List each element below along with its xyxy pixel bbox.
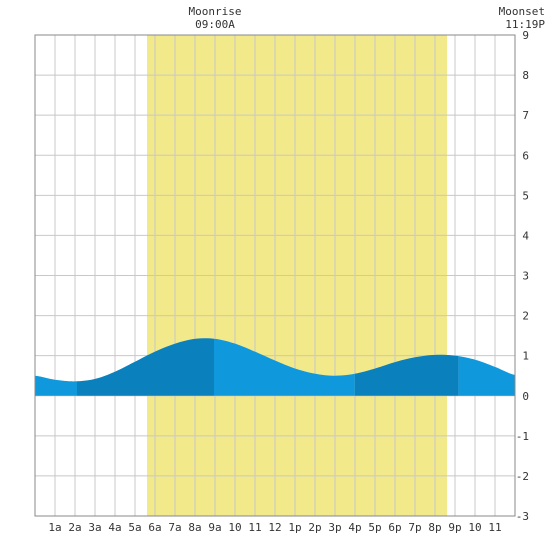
x-tick-label: 8p [428, 521, 441, 534]
y-tick-label: 3 [522, 270, 529, 283]
x-tick-label: 10 [468, 521, 481, 534]
tide-area-light [35, 375, 77, 396]
x-tick-label: 1p [288, 521, 301, 534]
x-tick-label: 12 [268, 521, 281, 534]
x-tick-label: 11 [488, 521, 501, 534]
x-tick-label: 5p [368, 521, 381, 534]
x-tick-label: 5a [128, 521, 141, 534]
x-tick-label: 7a [168, 521, 181, 534]
x-tick-label: 11 [248, 521, 261, 534]
x-tick-label: 6a [148, 521, 161, 534]
y-tick-label: 9 [522, 29, 529, 42]
y-tick-label: -3 [516, 510, 529, 523]
tide-area-dark [77, 338, 214, 396]
y-tick-label: -1 [516, 430, 529, 443]
x-tick-label: 9a [208, 521, 221, 534]
y-tick-label: 1 [522, 350, 529, 363]
x-tick-label: 3p [328, 521, 341, 534]
x-tick-label: 3a [88, 521, 101, 534]
x-tick-label: 1a [48, 521, 61, 534]
x-tick-label: 9p [448, 521, 461, 534]
moonset-title: Moonset [499, 5, 545, 18]
y-tick-label: 6 [522, 149, 529, 162]
plot-frame [34, 34, 516, 517]
tide-area-light [458, 356, 515, 396]
x-tick-label: 4p [348, 521, 361, 534]
tide-area-dark [354, 354, 459, 396]
y-tick-label: 2 [522, 310, 529, 323]
y-tick-label: 5 [522, 189, 529, 202]
x-tick-label: 2a [68, 521, 81, 534]
y-tick-label: 0 [522, 390, 529, 403]
x-tick-label: 10 [228, 521, 241, 534]
moonrise-title: Moonrise [189, 5, 242, 18]
y-tick-label: -2 [516, 470, 529, 483]
x-tick-label: 2p [308, 521, 321, 534]
x-tick-label: 6p [388, 521, 401, 534]
y-tick-label: 4 [522, 229, 529, 242]
x-tick-label: 7p [408, 521, 421, 534]
tide-area-light [214, 338, 355, 396]
moonrise-time: 09:00A [195, 18, 235, 31]
y-tick-label: 7 [522, 109, 529, 122]
moonset-time: 11:19P [505, 18, 545, 31]
y-tick-label: 8 [522, 69, 529, 82]
x-tick-label: 8a [188, 521, 201, 534]
x-tick-label: 4a [108, 521, 121, 534]
